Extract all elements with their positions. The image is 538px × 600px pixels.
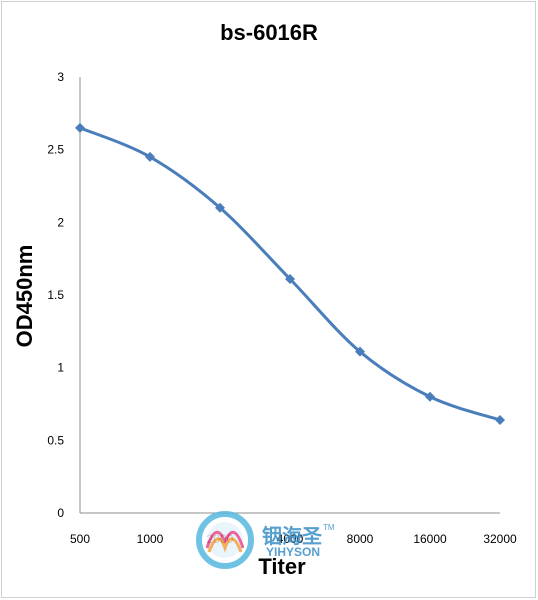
y-tick-label: 0 bbox=[57, 506, 64, 520]
x-tick-label: 16000 bbox=[413, 532, 447, 546]
x-tick-label: 4000 bbox=[277, 532, 304, 546]
data-point bbox=[75, 122, 85, 133]
watermark-brand-en: YIHYSON bbox=[266, 545, 320, 559]
watermark-logo: 铟海圣 TM YIHYSON bbox=[196, 511, 335, 569]
data-point bbox=[145, 151, 155, 162]
logo-ring-icon bbox=[196, 511, 254, 569]
y-axis-title: OD450nm bbox=[12, 245, 37, 348]
y-tick-label: 3 bbox=[57, 70, 64, 84]
x-tick-label: 500 bbox=[70, 532, 90, 546]
x-tick-label: 1000 bbox=[137, 532, 164, 546]
data-point bbox=[495, 414, 505, 425]
logo-wave2-icon bbox=[207, 537, 243, 553]
chart-title: bs-6016R bbox=[220, 20, 318, 45]
logo-wave-icon bbox=[205, 531, 245, 549]
y-ticks: 0 0.5 1 1.5 2 2.5 3 bbox=[47, 70, 64, 520]
y-tick-label: 1.5 bbox=[47, 288, 64, 302]
x-tick-label: 8000 bbox=[347, 532, 374, 546]
data-point bbox=[355, 346, 365, 357]
y-tick-label: 2 bbox=[57, 215, 64, 229]
data-point bbox=[425, 391, 435, 402]
data-point bbox=[215, 202, 225, 213]
data-point bbox=[285, 274, 295, 285]
x-axis-title: Titer bbox=[258, 554, 306, 579]
series-group bbox=[75, 122, 505, 425]
y-tick-label: 1 bbox=[57, 361, 64, 375]
x-tick-label: 32000 bbox=[483, 532, 517, 546]
series-line bbox=[79, 126, 501, 422]
y-tick-label: 2.5 bbox=[47, 143, 64, 157]
watermark-tm: TM bbox=[323, 523, 335, 532]
watermark-brand-cn: 铟海圣 bbox=[262, 524, 323, 548]
y-tick-label: 0.5 bbox=[47, 433, 64, 447]
